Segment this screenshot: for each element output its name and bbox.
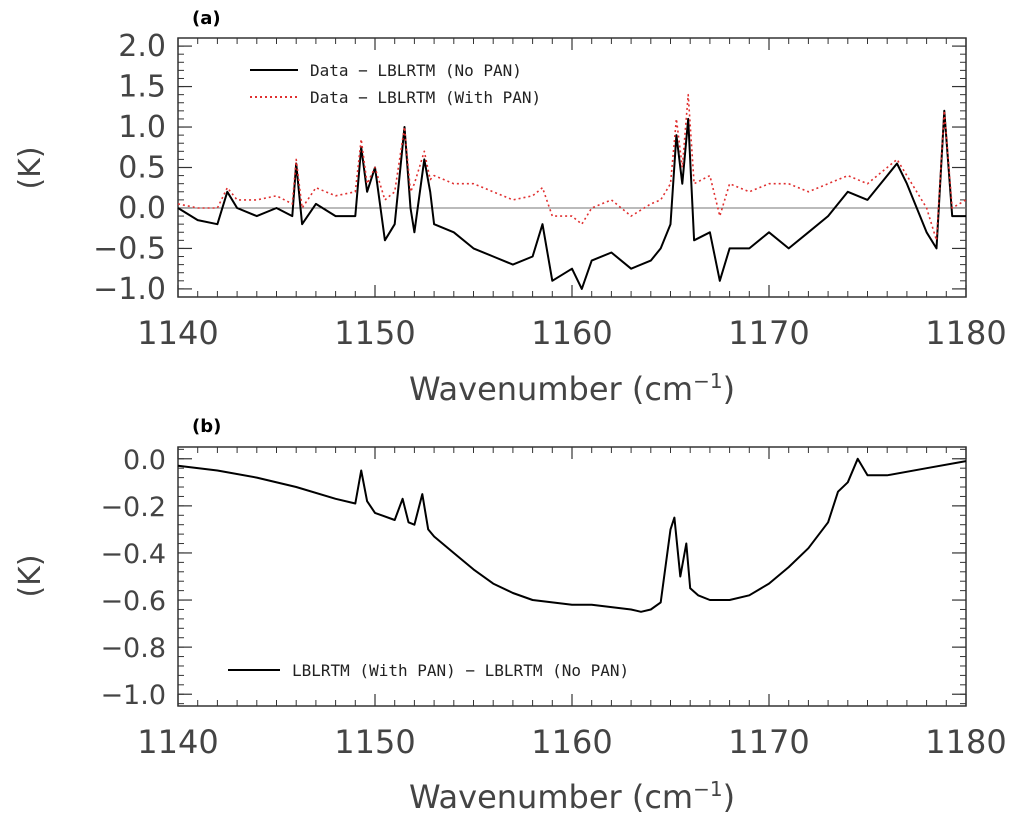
x-tick-label: 1160 — [531, 723, 612, 761]
x-tick-label: 1150 — [334, 723, 415, 761]
panel-a: (a) (K) −1.0 −0.5 0.0 0.5 1.0 1.5 2.0 1140 1150… — [13, 8, 1007, 408]
y-tick-label: −1.0 — [100, 680, 166, 711]
legend-label-no-pan: Data − LBLRTM (No PAN) — [310, 61, 522, 80]
panel-b-series — [177, 457, 967, 613]
y-tick-label: 1.5 — [118, 70, 166, 105]
panel-a-legend: Data − LBLRTM (No PAN) Data − LBLRTM (Wi… — [250, 61, 541, 107]
y-tick-label: 0.0 — [123, 445, 166, 476]
panel-a-label: (a) — [192, 8, 221, 29]
y-tick-label: 1.0 — [118, 110, 166, 145]
x-tick-label: 1170 — [728, 723, 809, 761]
panel-a-y-tick-labels: −1.0 −0.5 0.0 0.5 1.0 1.5 2.0 — [93, 29, 166, 307]
x-tick-label: 1180 — [925, 723, 1006, 761]
legend-label-difference: LBLRTM (With PAN) − LBLRTM (No PAN) — [292, 661, 629, 680]
y-tick-label: 0.5 — [118, 151, 166, 186]
x-tick-label: 1140 — [137, 723, 218, 761]
y-tick-label: 0.0 — [118, 191, 166, 226]
y-tick-label: −0.5 — [93, 231, 166, 266]
panel-b-legend: LBLRTM (With PAN) − LBLRTM (No PAN) — [228, 661, 629, 680]
panel-a-series — [177, 93, 967, 290]
panel-b-x-tick-labels: 1140 1150 1160 1170 1180 — [137, 723, 1006, 761]
x-tick-label: 1170 — [728, 314, 809, 352]
y-tick-label: −0.8 — [100, 633, 166, 664]
legend-label-with-pan: Data − LBLRTM (With PAN) — [310, 88, 541, 107]
panel-a-y-axis-label: (K) — [13, 146, 48, 189]
panel-b-x-axis-label: Wavenumber (cm−1) — [409, 777, 735, 816]
series-line-1 — [177, 109, 966, 290]
panel-b: (b) (K) −1.0 −0.8 −0.6 −0.4 −0.2 0.0 1140 1150… — [13, 416, 1007, 816]
x-tick-label: 1140 — [137, 314, 218, 352]
y-tick-label: 2.0 — [118, 29, 166, 64]
x-tick-label: 1180 — [925, 314, 1006, 352]
panel-a-x-tick-labels: 1140 1150 1160 1170 1180 — [137, 314, 1006, 352]
y-tick-label: −0.2 — [100, 492, 166, 523]
y-tick-label: −0.4 — [100, 539, 166, 570]
x-tick-label: 1160 — [531, 314, 612, 352]
panel-b-ticks — [177, 447, 967, 706]
panel-b-y-tick-labels: −1.0 −0.8 −0.6 −0.4 −0.2 0.0 — [100, 445, 166, 711]
y-tick-label: −0.6 — [100, 586, 166, 617]
panel-b-y-axis-label: (K) — [13, 554, 48, 597]
y-tick-label: −1.0 — [93, 272, 166, 307]
x-tick-label: 1150 — [334, 314, 415, 352]
panel-a-x-axis-label: Wavenumber (cm−1) — [409, 369, 735, 408]
series-line-1 — [177, 457, 967, 613]
panel-b-label: (b) — [192, 416, 221, 437]
